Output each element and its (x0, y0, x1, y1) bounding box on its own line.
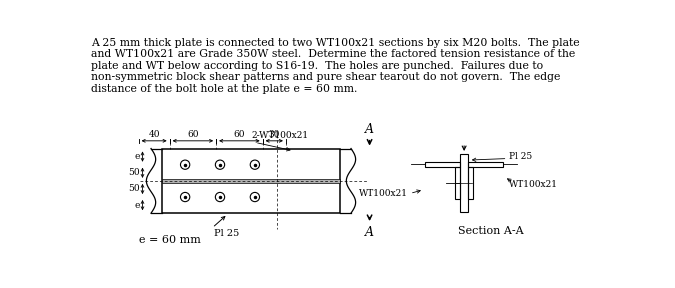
Text: Pl 25: Pl 25 (214, 229, 239, 238)
Bar (468, 162, 503, 167)
Text: 50: 50 (128, 168, 140, 177)
Bar (425, 162, 460, 167)
Text: WT100x21: WT100x21 (359, 189, 408, 198)
Text: e = 60 mm: e = 60 mm (138, 235, 200, 245)
Bar (468, 167, 473, 199)
Text: 60: 60 (187, 130, 198, 139)
Bar (460, 154, 468, 212)
Text: 40: 40 (148, 130, 160, 139)
Text: WT100x21: WT100x21 (509, 180, 558, 189)
Bar (455, 167, 460, 199)
Text: 50: 50 (128, 184, 140, 194)
Text: A: A (365, 123, 374, 136)
Text: Pl 25: Pl 25 (509, 152, 533, 161)
Text: 2-WT100x21: 2-WT100x21 (251, 131, 308, 140)
Bar (162, 149, 340, 213)
Text: 30: 30 (269, 130, 280, 139)
Text: 60: 60 (234, 130, 245, 139)
Bar (162, 179, 340, 183)
Text: e: e (134, 152, 140, 161)
Text: A: A (365, 226, 374, 239)
Text: A 25 mm thick plate is connected to two WT100x21 sections by six M20 bolts.  The: A 25 mm thick plate is connected to two … (90, 38, 579, 94)
Text: Section A-A: Section A-A (458, 226, 524, 236)
Text: e: e (134, 201, 140, 210)
